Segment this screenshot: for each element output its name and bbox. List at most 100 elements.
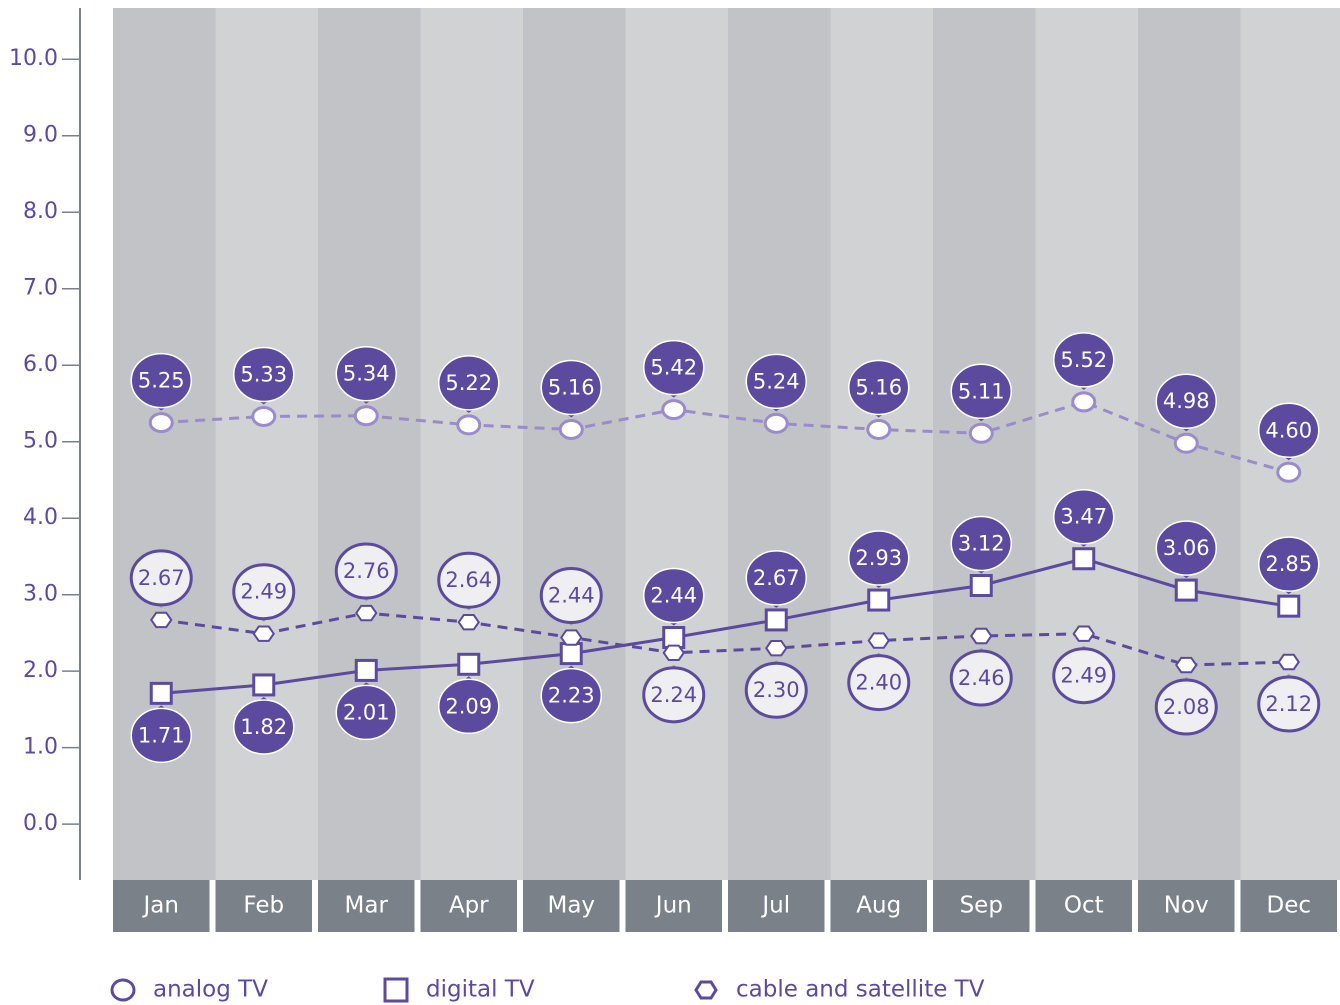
balloon	[848, 359, 910, 416]
balloon	[540, 667, 602, 724]
balloon	[745, 550, 807, 606]
balloon	[1154, 678, 1218, 736]
category-box	[318, 880, 415, 932]
data-label: 2.67	[753, 566, 800, 590]
balloon	[643, 567, 705, 624]
balloon	[233, 346, 295, 403]
data-label: 2.40	[855, 671, 902, 695]
data-label: 5.22	[445, 371, 492, 395]
balloon	[438, 355, 500, 411]
point	[969, 574, 993, 598]
point	[148, 412, 174, 434]
x-tick-label: Jan	[142, 893, 179, 919]
balloon	[848, 530, 910, 586]
point	[559, 642, 583, 666]
balloon	[233, 699, 295, 755]
balloon	[1258, 402, 1320, 459]
x-tick-label: Oct	[1064, 893, 1104, 919]
column	[728, 8, 831, 880]
point	[456, 414, 482, 436]
balloon	[745, 353, 807, 410]
data-label: 5.42	[650, 356, 697, 380]
point	[765, 640, 788, 657]
balloon	[130, 352, 192, 409]
balloon	[539, 567, 603, 625]
point	[1173, 432, 1199, 454]
balloon	[334, 542, 398, 600]
column	[625, 8, 728, 880]
y-tick-label: 4.0	[23, 505, 58, 530]
point	[251, 405, 277, 427]
data-label: 5.34	[343, 362, 390, 386]
point	[764, 608, 788, 632]
point	[150, 611, 173, 629]
background	[113, 8, 1340, 880]
point	[1276, 461, 1302, 483]
column	[933, 8, 1036, 880]
data-label: 2.44	[650, 584, 697, 608]
point	[560, 629, 583, 646]
point	[353, 405, 379, 427]
category-box	[113, 880, 210, 932]
point	[662, 644, 685, 662]
x-tick-label: May	[547, 893, 595, 919]
legend-icon	[383, 977, 409, 1003]
data-label: 2.49	[240, 580, 287, 604]
category-box	[933, 880, 1030, 932]
point	[867, 632, 890, 649]
data-label: 4.60	[1265, 418, 1312, 442]
data-label: 5.25	[138, 369, 185, 393]
point	[1071, 391, 1097, 413]
balloon	[1053, 488, 1115, 545]
data-label: 2.30	[753, 678, 800, 702]
x-tick-label: Aug	[856, 893, 901, 919]
point	[866, 418, 892, 440]
legend-icon	[694, 980, 718, 1000]
column	[523, 8, 626, 880]
data-label: 2.09	[445, 694, 492, 718]
x-tick-label: Nov	[1164, 893, 1209, 919]
x-tick-label: Mar	[345, 893, 389, 919]
series-line	[161, 611, 1289, 667]
y-tick-label: 3.0	[23, 582, 58, 607]
data-label: 2.01	[343, 700, 390, 724]
balloon	[232, 563, 296, 621]
point	[662, 626, 686, 650]
data-label: 3.12	[958, 532, 1005, 556]
data-label: 2.67	[138, 566, 185, 590]
data-label: 3.47	[1060, 505, 1107, 529]
point	[867, 588, 891, 612]
category-box	[420, 880, 517, 932]
x-tick-label: Jul	[760, 893, 790, 919]
balloon	[847, 654, 911, 712]
y-tick-label: 0.0	[23, 811, 58, 836]
data-label: 5.16	[548, 375, 595, 399]
balloon	[1155, 520, 1217, 576]
y-tick-label: 7.0	[23, 276, 58, 301]
series-line	[161, 400, 1290, 474]
category-box	[1035, 880, 1132, 932]
data-label: 5.11	[958, 379, 1005, 403]
data-label: 2.23	[548, 684, 595, 708]
point	[661, 399, 687, 421]
column	[318, 8, 421, 880]
balloon	[744, 661, 808, 719]
data-label: 5.33	[240, 362, 287, 386]
data-label: 2.24	[650, 683, 697, 707]
balloon	[438, 678, 500, 735]
data-label: 2.46	[958, 666, 1005, 690]
category-box	[215, 880, 312, 932]
point	[763, 412, 789, 434]
data-label: 2.12	[1265, 692, 1312, 716]
data-label: 1.71	[138, 723, 185, 747]
point	[457, 614, 480, 631]
balloon	[130, 707, 192, 764]
balloon	[335, 684, 397, 741]
legend-label: digital TV	[426, 977, 535, 1003]
point	[1175, 656, 1198, 674]
point	[1277, 653, 1300, 671]
balloon	[950, 363, 1012, 420]
series-line	[161, 557, 1289, 695]
y-tick-label: 8.0	[23, 199, 58, 224]
balloon	[642, 666, 706, 724]
